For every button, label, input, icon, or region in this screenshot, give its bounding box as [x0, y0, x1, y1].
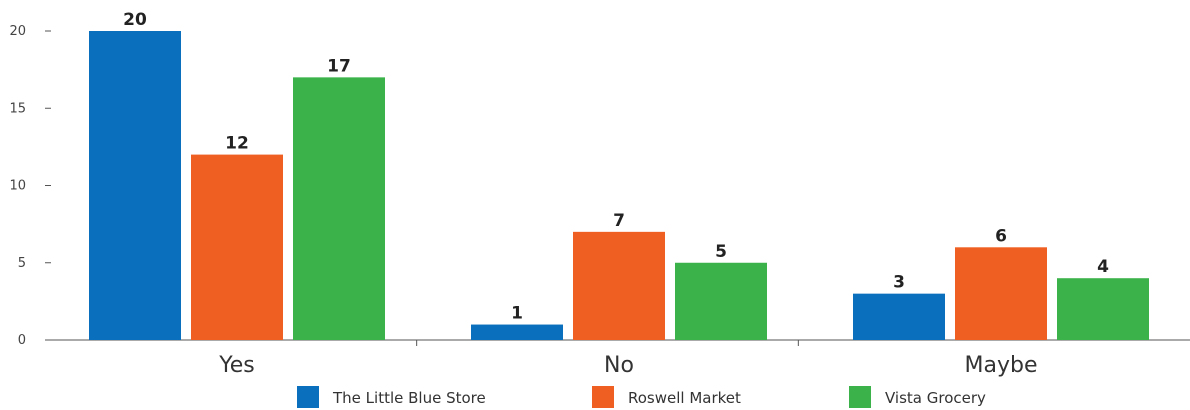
legend-swatch: [849, 386, 871, 408]
legend-item[interactable]: Roswell Market: [592, 386, 741, 408]
data-label: 4: [1097, 257, 1109, 277]
y-tick-label: 10: [9, 179, 26, 194]
y-axis-ticks: 0 5 10 15 20: [9, 24, 51, 348]
bars-group: [89, 31, 1149, 340]
data-label: 12: [225, 134, 249, 154]
legend-swatch: [592, 386, 614, 408]
data-label: 1: [511, 304, 523, 324]
data-label: 7: [613, 211, 625, 231]
legend[interactable]: The Little Blue Store Roswell Market Vista…: [297, 386, 986, 408]
data-label: 3: [893, 273, 905, 293]
data-label: 6: [995, 226, 1007, 246]
bar-the-little-blue-store-no[interactable]: [471, 324, 563, 340]
bar-the-little-blue-store-maybe[interactable]: [853, 293, 945, 340]
data-label: 20: [123, 10, 147, 30]
legend-label: The Little Blue Store: [332, 389, 486, 407]
legend-label: Roswell Market: [628, 389, 741, 407]
y-tick-label: 5: [18, 256, 26, 271]
bar-the-little-blue-store-yes[interactable]: [89, 31, 181, 340]
x-category-label: No: [604, 353, 634, 378]
legend-item[interactable]: Vista Grocery: [849, 386, 986, 408]
x-category-label: Yes: [218, 353, 255, 378]
bar-vista-grocery-no[interactable]: [675, 262, 767, 340]
legend-label: Vista Grocery: [885, 389, 986, 407]
x-category-label: Maybe: [965, 353, 1038, 378]
data-label: 17: [327, 56, 351, 76]
category-labels-group: Yes No Maybe: [218, 353, 1037, 378]
y-tick-label: 15: [9, 101, 26, 116]
legend-item[interactable]: The Little Blue Store: [297, 386, 486, 408]
y-tick-label: 20: [9, 24, 26, 39]
data-label: 5: [715, 242, 727, 262]
bar-roswell-market-yes[interactable]: [191, 154, 283, 340]
y-tick-label: 0: [18, 333, 26, 348]
legend-swatch: [297, 386, 319, 408]
chart-axes: [45, 339, 1190, 346]
bar-roswell-market-maybe[interactable]: [955, 247, 1047, 340]
bar-roswell-market-no[interactable]: [573, 231, 665, 340]
bar-vista-grocery-yes[interactable]: [293, 77, 385, 340]
bar-vista-grocery-maybe[interactable]: [1057, 278, 1149, 340]
